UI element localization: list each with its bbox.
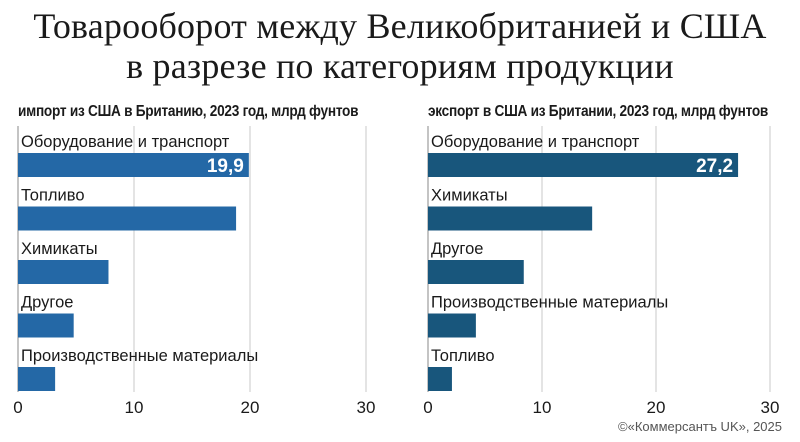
chart-title-line1: Товарооборот между Великобританией и США <box>33 6 767 46</box>
import-category-label: Топливо <box>21 187 85 205</box>
import-tick-label: 0 <box>13 398 22 417</box>
import-bar <box>18 153 249 177</box>
export-tick-label: 0 <box>423 398 432 417</box>
export-category-label: Оборудование и транспорт <box>431 133 640 151</box>
import-bar <box>18 367 56 391</box>
export-bar <box>428 153 739 177</box>
import-value-label: 19,9 <box>207 156 244 177</box>
import-tick-label: 30 <box>357 398 376 417</box>
chart-title-line2: в разрезе по категориям продукции <box>126 46 674 86</box>
import-category-label: Производственные материалы <box>21 347 258 365</box>
import-category-label: Химикаты <box>21 240 98 258</box>
export-bar <box>428 313 476 338</box>
export-bar <box>428 367 452 391</box>
export-bar <box>428 206 593 231</box>
import-panel-title: импорт из США в Британию, 2023 год, млрд… <box>18 103 359 120</box>
import-tick-label: 10 <box>125 398 144 417</box>
import-category-label: Другое <box>21 294 73 312</box>
copyright-credit: ©«Коммерсантъ UK», 2025 <box>618 419 782 434</box>
import-tick-label: 20 <box>241 398 260 417</box>
export-bar <box>428 260 524 284</box>
export-panel-title: экспорт в США из Британии, 2023 год, млр… <box>428 103 769 120</box>
export-category-label: Другое <box>431 240 483 258</box>
import-bar <box>18 260 109 284</box>
import-category-label: Оборудование и транспорт <box>21 133 230 151</box>
export-tick-label: 20 <box>647 398 666 417</box>
import-bar <box>18 313 74 338</box>
export-tick-label: 10 <box>533 398 552 417</box>
export-value-label: 27,2 <box>696 156 733 177</box>
export-category-label: Химикаты <box>431 187 508 205</box>
import-bar <box>18 206 237 231</box>
export-category-label: Производственные материалы <box>431 294 668 312</box>
export-category-label: Топливо <box>431 347 495 365</box>
export-tick-label: 30 <box>761 398 780 417</box>
